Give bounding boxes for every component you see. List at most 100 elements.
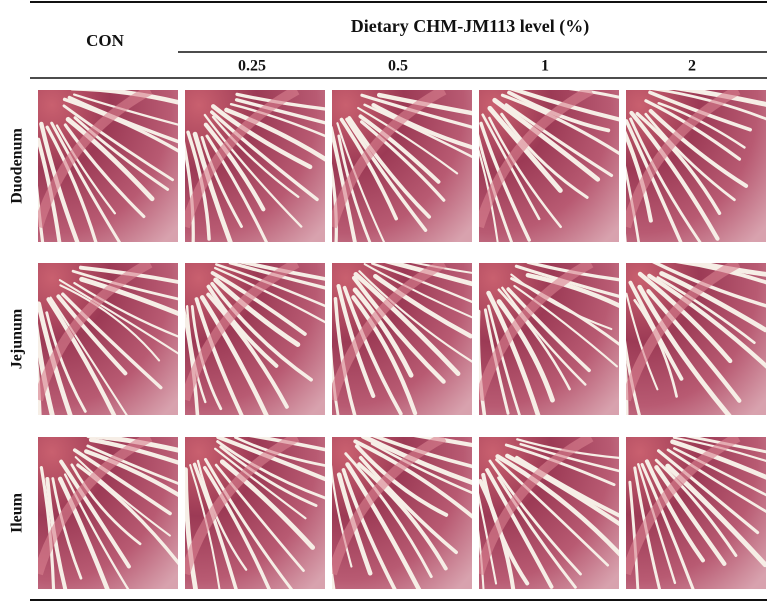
villus-gap [525,272,619,309]
serosa [185,263,300,402]
villus-gap [358,270,472,363]
row-label: Ileum [9,492,26,533]
villus-gap [360,93,472,129]
serosa [626,263,741,402]
villus-gap [39,121,80,242]
villus-gap [196,459,248,571]
villus-gap [497,476,577,589]
villus-gap [495,454,619,557]
villus-gap [45,311,87,413]
villus-gap [234,98,325,125]
villus-gap [353,272,461,377]
micrograph [626,437,766,589]
villus-gap [486,290,541,415]
villus-gap [673,447,766,497]
micrograph [38,437,178,589]
micrograph [479,263,619,415]
villus-gap [371,103,472,150]
villus-gap [203,122,266,212]
villus-gap [63,473,130,589]
villus-gap [56,294,128,376]
villus-gap [510,277,619,346]
villus-gap [370,442,472,495]
villus-gap [344,452,433,579]
villus-gap [189,464,221,589]
micrograph [479,90,619,242]
villus-gap [666,448,766,514]
villus-gap [633,298,678,398]
villus-gap [659,271,766,333]
villus-gap [504,103,614,178]
villus-gap [413,437,472,448]
villus-gap [479,133,514,242]
micrograph [332,263,472,415]
villus-gap [58,279,178,355]
villus-gap [626,340,641,415]
villus-gap [640,463,695,589]
villus-gap [354,444,449,517]
villus-gap [488,459,582,576]
villus-gap [210,110,319,202]
villus-gap [488,116,562,229]
villus-gap [46,297,117,415]
villus-gap [38,137,62,242]
villus-gap [50,121,122,242]
villus-gap [213,277,301,347]
villus-gap [487,304,521,415]
villus-gap [332,465,353,568]
villus-gap [229,102,325,138]
villus-gap [495,458,610,567]
villus-gap [637,284,732,415]
villus-gap [654,458,738,557]
villus-gap [410,263,472,274]
villus-gap [652,263,766,308]
villus-gap [644,112,736,202]
villus-gap [45,125,98,242]
villus-gap [345,117,428,232]
micrograph [185,263,325,415]
villus-gap [339,117,399,221]
villus-gap [513,284,618,368]
villus-gap [78,265,178,284]
villus-gap [215,263,325,308]
villus-gap [357,106,459,175]
villus-gap [228,263,325,290]
serosa [185,90,300,229]
villus-gap [654,465,727,566]
serosa [332,263,447,402]
villus-gap [79,276,178,317]
micrograph [479,437,619,589]
villus-gap [63,123,146,219]
villus-gap [519,442,619,473]
villus-gap [637,271,733,364]
villus-gap [210,281,313,382]
villus-gap [84,449,178,498]
villus-gap [70,463,142,546]
serosa [479,263,594,402]
serosa [185,437,300,576]
villus-gap [656,276,756,345]
villus-gap [61,292,163,390]
serosa [332,437,447,576]
micrograph [626,263,766,415]
serosa [626,90,741,229]
villus-gap [216,440,325,500]
villus-gap [626,292,659,391]
villus-gap [185,467,198,589]
villus-gap [216,437,325,482]
villus-gap [206,292,289,409]
villus-gap [86,444,178,485]
villus-gap [73,281,178,338]
villus-gap [492,97,601,182]
villus-gap [675,263,766,285]
villus-gap [505,453,619,527]
villus-gap [360,437,472,486]
micrograph [332,90,472,242]
villus-gap [646,289,742,403]
villus-gap [214,447,307,520]
serosa [479,90,594,229]
villus-gap [248,437,325,452]
villus-gap [219,445,318,507]
serosa [38,90,153,229]
villus-gap [353,439,472,519]
